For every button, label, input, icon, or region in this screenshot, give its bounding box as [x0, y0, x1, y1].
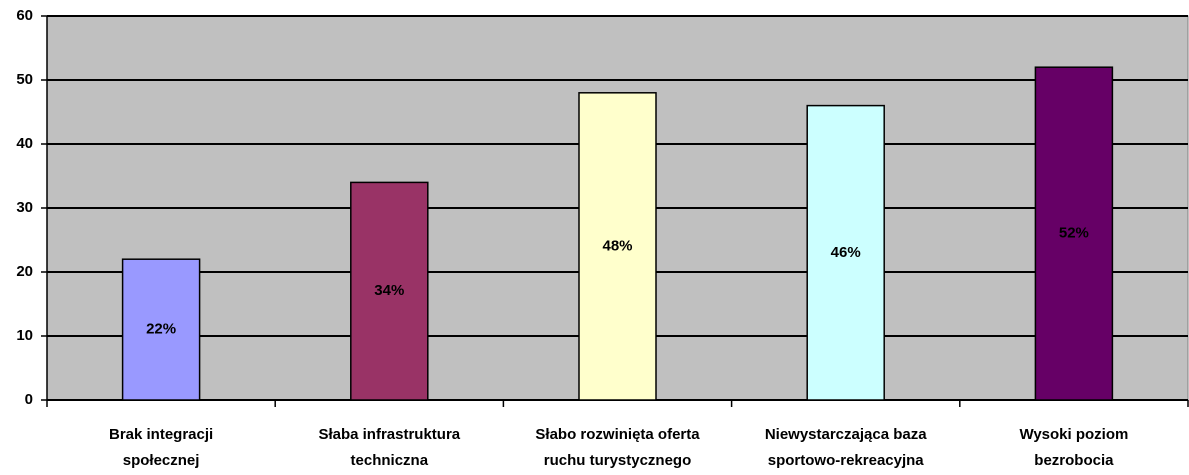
bar — [350, 181, 429, 401]
x-tick-label: techniczna — [351, 452, 429, 469]
bar — [578, 92, 657, 401]
bar — [806, 104, 885, 401]
data-label: 52% — [1059, 225, 1089, 242]
x-tick-label: bezrobocia — [1034, 452, 1114, 469]
data-label: 22% — [146, 321, 176, 338]
x-tick-label: ruchu turystycznego — [544, 452, 692, 469]
x-tick-label: Wysoki poziom — [1019, 426, 1128, 443]
x-tick-label: Słaba infrastruktura — [318, 426, 460, 443]
data-label: 46% — [831, 244, 861, 261]
x-tick-label: Słabo rozwinięta oferta — [535, 426, 700, 443]
x-tick-label: społecznej — [123, 452, 200, 469]
data-label: 34% — [374, 282, 404, 299]
x-tick-label: Niewystarczająca baza — [765, 426, 927, 443]
x-tick-label: sportowo-rekreacyjna — [768, 452, 925, 469]
bar — [121, 258, 201, 401]
bar — [1034, 66, 1114, 401]
y-tick-label: 0 — [25, 391, 33, 408]
y-tick-label: 30 — [16, 199, 33, 216]
data-label: 48% — [602, 237, 632, 254]
y-tick-label: 50 — [16, 71, 33, 88]
y-tick-label: 10 — [16, 327, 33, 344]
y-tick-label: 20 — [16, 263, 33, 280]
y-tick-label: 40 — [16, 135, 33, 152]
y-tick-label: 60 — [16, 7, 33, 24]
x-tick-label: Brak integracji — [109, 426, 213, 443]
